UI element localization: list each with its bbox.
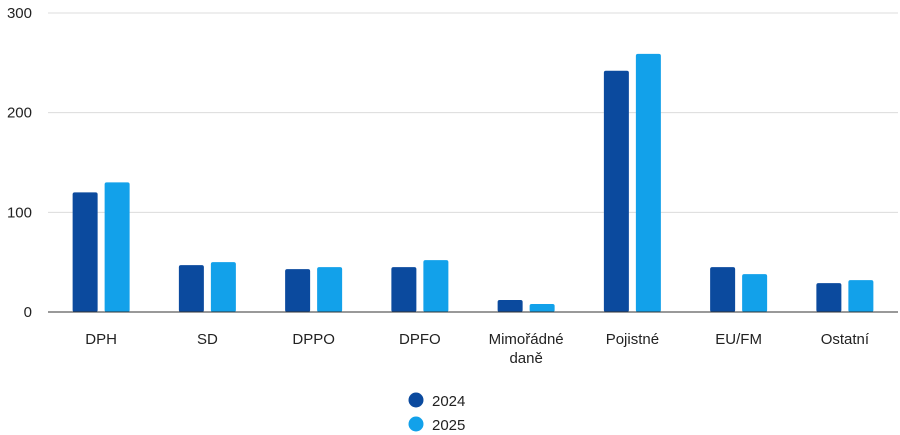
x-category-label: Pojistné xyxy=(606,331,659,348)
x-axis-categories: DPH SD DPPO DPFO Mimořádné daně Pojistné EU/FM O… xyxy=(85,331,870,367)
legend-swatch-2025 xyxy=(408,416,424,432)
bar-2025-6 xyxy=(742,274,768,312)
legend-label: 2025 xyxy=(432,417,465,434)
x-category-label: EU/FM xyxy=(715,331,762,348)
bar-2024-2 xyxy=(285,269,311,312)
x-category-label: Mimořádné daně xyxy=(489,331,564,367)
bars xyxy=(72,53,874,312)
x-category-label: DPFO xyxy=(399,331,441,348)
x-category-label: DPPO xyxy=(292,331,335,348)
bar-2024-4 xyxy=(497,300,523,312)
x-category-label: SD xyxy=(197,331,218,348)
bar-2025-2 xyxy=(317,267,343,312)
bar-2025-4 xyxy=(529,304,555,312)
legend-swatch-2024 xyxy=(408,392,424,408)
bar-2025-5 xyxy=(635,53,661,312)
bar-2025-7 xyxy=(848,280,874,312)
bar-2024-3 xyxy=(391,267,417,312)
bar-2024-1 xyxy=(178,265,204,312)
y-axis-ticks: 0 100 200 300 xyxy=(7,5,32,321)
y-tick-label: 0 xyxy=(24,304,32,321)
y-tick-label: 200 xyxy=(7,105,32,122)
bar-2024-0 xyxy=(72,192,98,312)
y-tick-label: 300 xyxy=(7,5,32,22)
legend-label: 2024 xyxy=(432,393,465,410)
bar-2025-1 xyxy=(210,262,236,312)
legend: 2024 2025 xyxy=(408,392,465,434)
bar-2024-6 xyxy=(710,267,736,312)
bar-2024-5 xyxy=(603,70,629,312)
gridlines xyxy=(48,12,898,213)
x-category-label: DPH xyxy=(85,331,117,348)
bar-2024-7 xyxy=(816,283,842,312)
y-tick-label: 100 xyxy=(7,204,32,221)
bar-2025-0 xyxy=(104,182,130,312)
bar-2025-3 xyxy=(423,260,449,312)
x-category-label: Ostatní xyxy=(821,331,870,348)
